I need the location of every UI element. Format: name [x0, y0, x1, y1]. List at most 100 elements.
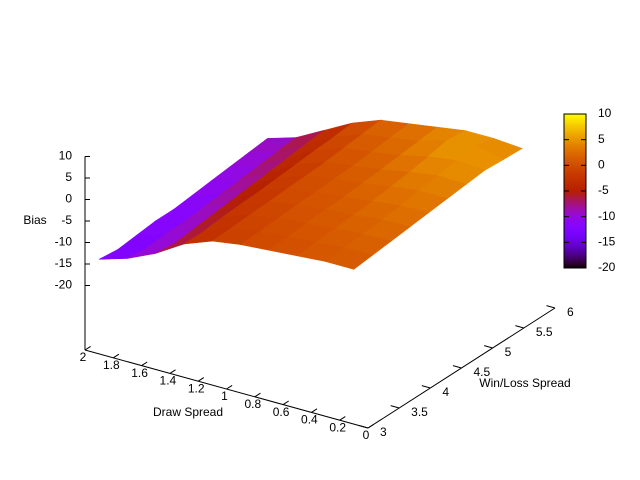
x-tick — [367, 423, 374, 429]
z-tick-label: 0 — [65, 192, 72, 206]
colorbar-strip — [564, 185, 586, 189]
colorbar-strip — [564, 203, 586, 207]
colorbar-strip — [564, 135, 586, 139]
x-tick — [169, 369, 176, 374]
y-tick — [515, 325, 524, 329]
colorbar-strip — [564, 165, 586, 169]
x-axis-label: Draw Spread — [153, 405, 223, 419]
colorbar-strip — [564, 161, 586, 165]
colorbar-strip — [564, 217, 586, 221]
colorbar-strip — [564, 173, 586, 177]
z-tick-label: 5 — [65, 170, 72, 184]
y-tick-label: 6 — [567, 305, 574, 319]
x-tick — [84, 345, 91, 351]
colorbar-strip — [564, 241, 586, 245]
x-tick-label: 0 — [363, 428, 370, 442]
colorbar-strip — [564, 239, 586, 243]
colorbar-strip — [564, 265, 586, 269]
z-tick-label: -15 — [55, 256, 73, 270]
z-tick-label: -20 — [55, 278, 73, 292]
y-tick-label: 4 — [442, 385, 449, 399]
x-tick-label: 1.6 — [131, 366, 148, 380]
colorbar-strip — [564, 121, 586, 125]
colorbar-strip — [564, 229, 586, 233]
colorbar-strip — [564, 209, 586, 213]
colorbar-strip — [564, 225, 586, 229]
y-tick-label: 5.5 — [536, 325, 553, 339]
y-tick-label: 4.5 — [474, 365, 491, 379]
x-tick-label: 0.6 — [273, 405, 290, 419]
colorbar-strip — [564, 263, 586, 267]
colorbar-strip — [564, 177, 586, 181]
colorbar-tick-label: 0 — [598, 158, 605, 172]
colorbar-strip — [564, 123, 586, 127]
colorbar-strip — [564, 235, 586, 239]
colorbar-strip — [564, 243, 586, 247]
colorbar-strip — [564, 233, 586, 237]
colorbar-tick-label: -5 — [598, 183, 609, 197]
x-tick-label: 2 — [80, 350, 87, 364]
colorbar-strip — [564, 223, 586, 227]
y-tick-label: 3.5 — [411, 405, 428, 419]
x-tick — [113, 353, 120, 359]
colorbar-strip — [564, 125, 586, 129]
colorbar-strip — [564, 163, 586, 167]
colorbar-strip — [564, 153, 586, 157]
colorbar-strip — [564, 207, 586, 211]
x-tick — [226, 384, 233, 390]
colorbar-strip — [564, 255, 586, 259]
colorbar-strip — [564, 211, 586, 215]
colorbar-strip — [564, 145, 586, 149]
colorbar-strip — [564, 201, 586, 205]
colorbar-strip — [564, 197, 586, 201]
colorbar-strip — [564, 169, 586, 173]
x-tick — [339, 416, 346, 421]
colorbar-strip — [564, 195, 586, 199]
colorbar-strip — [564, 205, 586, 209]
y-tick — [452, 365, 462, 369]
colorbar-strip — [564, 215, 586, 219]
colorbar-strip — [564, 253, 586, 257]
colorbar-strip — [564, 247, 586, 251]
x-tick-label: 0.8 — [244, 397, 261, 411]
colorbar-strip — [564, 137, 586, 141]
colorbar-strip — [564, 151, 586, 155]
colorbar-strip — [564, 249, 586, 253]
colorbar-strip — [564, 157, 586, 161]
colorbar-strip — [564, 259, 586, 263]
colorbar-strip — [564, 119, 586, 123]
y-tick-label: 5 — [505, 345, 512, 359]
colorbar-tick-label: 10 — [598, 106, 612, 120]
colorbar-strip — [564, 219, 586, 223]
y-axis-label: Win/Loss Spread — [479, 376, 570, 390]
colorbar-tick-label: -10 — [598, 209, 616, 223]
colorbar-strip — [564, 141, 586, 145]
x-tick-label: 1 — [221, 389, 228, 403]
colorbar-strip — [564, 159, 586, 163]
colorbar-strip — [564, 149, 586, 153]
colorbar-strip — [564, 113, 586, 117]
colorbar-strip — [564, 237, 586, 241]
x-tick — [254, 392, 261, 398]
colorbar-strip — [564, 147, 586, 151]
x-tick-label: 0.4 — [301, 413, 318, 427]
colorbar-strip — [564, 261, 586, 265]
colorbar-strip — [564, 193, 586, 197]
colorbar-strip — [564, 213, 586, 217]
colorbar-strip — [564, 187, 586, 191]
colorbar-strip — [564, 167, 586, 171]
z-tick-label: 10 — [59, 149, 73, 163]
colorbar-strip — [564, 251, 586, 255]
colorbar-strip — [564, 139, 586, 143]
colorbar-strip — [564, 131, 586, 135]
colorbar-tick-label: -20 — [598, 260, 616, 274]
colorbar-strip — [564, 231, 586, 235]
colorbar-strip — [564, 189, 586, 193]
colorbar-strip — [564, 245, 586, 249]
colorbar-strip — [564, 155, 586, 159]
colorbar-tick-label: 5 — [598, 132, 605, 146]
x-tick — [141, 361, 148, 367]
y-tick — [546, 305, 556, 309]
colorbar-strip — [564, 127, 586, 131]
